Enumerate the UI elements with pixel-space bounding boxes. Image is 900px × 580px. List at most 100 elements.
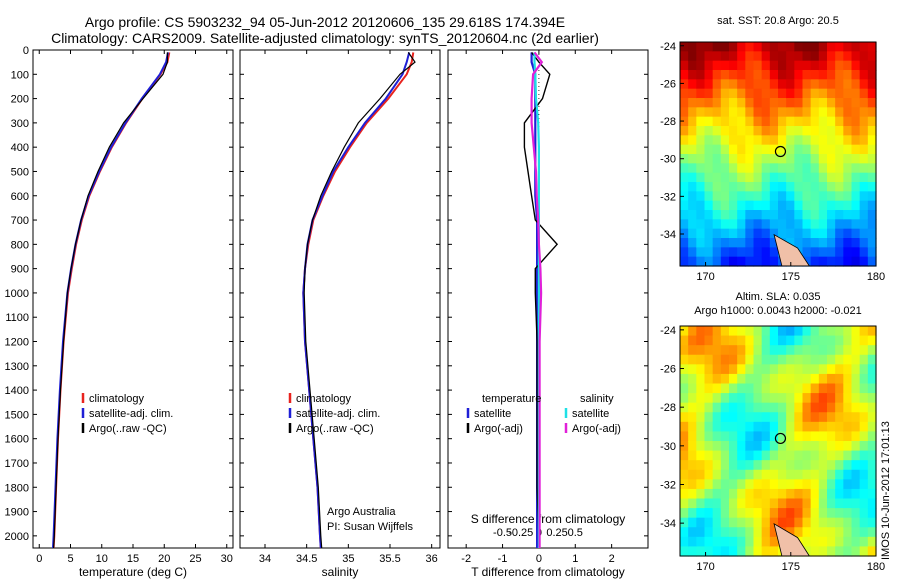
map-cell — [786, 431, 795, 442]
map-cell — [737, 508, 746, 519]
map-cell — [712, 210, 722, 220]
map-cell — [802, 527, 812, 538]
map-cell — [753, 135, 763, 146]
map-cell — [769, 182, 779, 192]
map-cell — [818, 191, 828, 202]
map-cell — [729, 200, 738, 211]
map-cell — [696, 79, 706, 90]
map-cell — [859, 191, 869, 202]
map-cell — [688, 60, 697, 71]
map-cell — [851, 536, 861, 548]
map-ytick-label: -32 — [660, 191, 676, 203]
map-cell — [802, 144, 812, 155]
map-cell — [769, 335, 779, 346]
map-cell — [851, 172, 861, 183]
map-cell — [794, 163, 804, 174]
map-cell — [761, 70, 771, 80]
map-ytick-label: -24 — [660, 325, 676, 337]
map-cell — [688, 536, 697, 548]
temperature-ytick-label: 300 — [11, 118, 29, 130]
map-cell — [786, 326, 795, 337]
map-cell — [786, 238, 795, 248]
temperature-ytick-label: 1200 — [5, 337, 29, 349]
temperature-ytick-label: 1400 — [5, 385, 29, 397]
map-cell — [867, 107, 877, 118]
map-cell — [769, 412, 779, 423]
map-cell — [794, 191, 804, 202]
map-cell — [696, 135, 706, 146]
map-cell — [696, 364, 706, 375]
map-cell — [696, 393, 706, 404]
map-cell — [810, 98, 820, 108]
map-cell — [818, 144, 828, 155]
map-cell — [794, 219, 804, 230]
map-cell — [769, 51, 779, 62]
map-cell — [835, 546, 844, 557]
map-cell — [680, 70, 689, 80]
map-cell — [786, 182, 795, 192]
map-cell — [818, 51, 828, 62]
map-cell — [867, 116, 877, 127]
temperature-xtick-label: 20 — [158, 553, 170, 565]
map-cell — [802, 441, 812, 452]
map-cell — [720, 460, 730, 471]
map-cell — [769, 364, 779, 375]
map-cell — [778, 383, 787, 394]
temperature-ytick-label: 200 — [11, 94, 29, 106]
map-cell — [712, 116, 722, 127]
diff-legend-sal-label: satellite — [572, 408, 609, 420]
map-cell — [867, 354, 877, 365]
map-cell — [720, 412, 730, 423]
map-cell — [745, 200, 755, 211]
map-cell — [737, 373, 746, 385]
map-cell — [720, 210, 730, 220]
map-cell — [802, 364, 812, 375]
map-cell — [720, 172, 730, 183]
map-cell — [729, 191, 738, 202]
map-cell — [680, 228, 689, 239]
map-cell — [810, 431, 820, 442]
map-cell — [720, 488, 730, 500]
map-cell — [704, 191, 714, 202]
map-cell — [737, 70, 746, 80]
map-cell — [778, 421, 787, 433]
map-cell — [761, 508, 771, 519]
map-cell — [729, 228, 738, 239]
map-cell — [818, 210, 828, 220]
map-cell — [786, 135, 795, 146]
map-cell — [712, 191, 722, 202]
map-cell — [851, 431, 861, 442]
map-cell — [843, 163, 853, 174]
temperature-ytick-label: 400 — [11, 142, 29, 154]
map-cell — [704, 488, 714, 500]
map-cell — [680, 98, 689, 108]
map-cell — [843, 441, 853, 452]
sst-map-title: sat. SST: 20.8 Argo: 20.5 — [717, 15, 839, 27]
map-cell — [786, 228, 795, 239]
map-cell — [786, 98, 795, 108]
map-cell — [778, 469, 787, 480]
map-cell — [761, 421, 771, 433]
map-cell — [712, 126, 722, 136]
map-cell — [859, 219, 869, 230]
map-cell — [745, 51, 755, 62]
temperature-legend-label: climatology — [89, 393, 145, 405]
map-cell — [737, 135, 746, 146]
map-cell — [729, 345, 738, 356]
map-cell — [753, 51, 763, 62]
map-cell — [794, 421, 804, 433]
map-cell — [794, 79, 804, 90]
map-cell — [794, 238, 804, 248]
map-cell — [761, 144, 771, 155]
map-cell — [810, 144, 820, 155]
map-cell — [737, 460, 746, 471]
map-cell — [867, 79, 877, 90]
map-cell — [859, 469, 869, 480]
map-cell — [810, 450, 820, 461]
map-cell — [729, 247, 738, 258]
map-cell — [867, 402, 877, 413]
map-cell — [745, 163, 755, 174]
map-cell — [859, 345, 869, 356]
map-cell — [859, 200, 869, 211]
map-cell — [769, 163, 779, 174]
